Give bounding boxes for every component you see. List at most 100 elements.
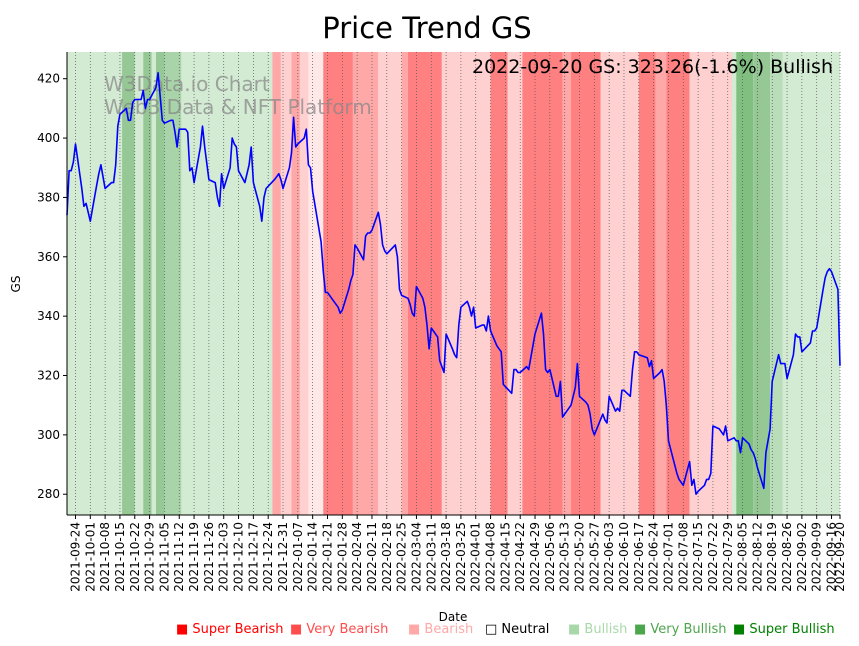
trend-bands bbox=[67, 52, 840, 515]
x-tick-label-46: 2022-08-12 bbox=[750, 522, 764, 592]
legend-item-6: ■ Super Bullish bbox=[733, 622, 835, 637]
trend-band-31 bbox=[753, 52, 771, 515]
legend-item-2: ■ Bearish bbox=[408, 622, 473, 637]
trend-band-15 bbox=[378, 52, 402, 515]
trend-band-7 bbox=[181, 52, 273, 515]
trend-band-8 bbox=[272, 52, 281, 515]
x-tick-label-18: 2022-01-28 bbox=[335, 522, 349, 592]
trend-band-19 bbox=[490, 52, 508, 515]
x-tick-label-14: 2021-12-31 bbox=[276, 522, 290, 592]
x-tick-label-20: 2022-02-11 bbox=[365, 522, 379, 592]
trend-band-17 bbox=[407, 52, 442, 515]
trend-band-29 bbox=[731, 52, 737, 515]
x-tick-label-28: 2022-04-08 bbox=[484, 522, 498, 592]
x-tick-label-42: 2022-07-15 bbox=[691, 522, 705, 592]
x-tick-label-38: 2022-06-17 bbox=[632, 522, 646, 592]
latest-price-annotation: 2022-09-20 GS: 323.26(-1.6%) Bullish bbox=[472, 56, 833, 78]
y-tick-label-0: 280 bbox=[37, 487, 60, 501]
trend-band-20 bbox=[507, 52, 523, 515]
x-tick-label-4: 2021-10-22 bbox=[128, 522, 142, 592]
x-tick-label-49: 2022-09-02 bbox=[795, 522, 809, 592]
trend-band-2 bbox=[134, 52, 144, 515]
trend-band-22 bbox=[562, 52, 572, 515]
chart-title: Price Trend GS bbox=[322, 11, 531, 45]
x-tick-label-3: 2021-10-15 bbox=[113, 522, 127, 592]
x-tick-label-30: 2022-04-22 bbox=[513, 522, 527, 592]
trend-band-14 bbox=[352, 52, 379, 515]
trend-band-10 bbox=[291, 52, 300, 515]
x-tick-label-44: 2022-07-29 bbox=[721, 522, 735, 592]
trend-band-12 bbox=[308, 52, 324, 515]
watermark-line-1: W3Data.io Chart bbox=[104, 72, 270, 96]
x-tick-label-37: 2022-06-10 bbox=[617, 522, 631, 592]
x-tick-label-45: 2022-08-05 bbox=[736, 522, 750, 592]
trend-band-28 bbox=[689, 52, 732, 515]
y-axis-ticks: 280 300 320 340 360 380 400 420 bbox=[37, 72, 67, 501]
legend-item-5: ■ Very Bullish bbox=[634, 622, 726, 637]
x-tick-label-47: 2022-08-19 bbox=[765, 522, 779, 592]
x-tick-label-1: 2021-10-01 bbox=[83, 522, 97, 592]
x-tick-label-21: 2022-02-18 bbox=[380, 522, 394, 592]
trend-band-3 bbox=[143, 52, 152, 515]
trend-band-11 bbox=[299, 52, 309, 515]
x-tick-label-15: 2022-01-07 bbox=[291, 522, 305, 592]
x-tick-label-29: 2022-04-15 bbox=[498, 522, 512, 592]
legend-item-4: ■ Bullish bbox=[568, 622, 627, 637]
x-tick-label-33: 2022-05-13 bbox=[558, 522, 572, 592]
legend-item-1: ■ Very Bearish bbox=[290, 622, 388, 637]
x-tick-label-31: 2022-04-29 bbox=[528, 522, 542, 592]
trend-band-16 bbox=[401, 52, 408, 515]
x-tick-label-22: 2022-02-25 bbox=[395, 522, 409, 592]
trend-band-0 bbox=[67, 52, 123, 515]
trend-band-5 bbox=[155, 52, 165, 515]
trend-band-27 bbox=[666, 52, 690, 515]
trend-band-32 bbox=[770, 52, 783, 515]
x-tick-label-43: 2022-07-22 bbox=[706, 522, 720, 592]
y-tick-label-5: 380 bbox=[37, 190, 60, 204]
trend-band-23 bbox=[571, 52, 601, 515]
trend-band-9 bbox=[280, 52, 292, 515]
x-tick-label-17: 2022-01-21 bbox=[320, 522, 334, 592]
trend-band-24 bbox=[600, 52, 639, 515]
x-tick-label-40: 2022-07-01 bbox=[661, 522, 675, 592]
x-tick-label-39: 2022-06-24 bbox=[647, 522, 661, 592]
x-tick-label-12: 2021-12-17 bbox=[246, 522, 260, 592]
x-tick-label-51: 2022-09-16 bbox=[825, 522, 839, 592]
x-tick-label-34: 2022-05-20 bbox=[573, 522, 587, 592]
y-tick-label-2: 320 bbox=[37, 369, 60, 383]
x-tick-label-10: 2021-12-03 bbox=[217, 522, 231, 592]
x-tick-label-25: 2022-03-18 bbox=[439, 522, 453, 592]
y-tick-label-3: 340 bbox=[37, 309, 60, 323]
trend-band-6 bbox=[164, 52, 182, 515]
x-tick-label-6: 2021-11-05 bbox=[157, 522, 171, 592]
x-tick-label-32: 2022-05-06 bbox=[543, 522, 557, 592]
y-axis-label: GS bbox=[9, 276, 23, 293]
x-tick-label-52: 2022-09-20 bbox=[833, 522, 847, 592]
x-tick-label-24: 2022-03-11 bbox=[424, 522, 438, 592]
x-tick-label-13: 2021-12-24 bbox=[261, 522, 275, 592]
x-axis-ticks: 2021-09-24 2021-10-01 2021-10-08 2021-10-15… bbox=[68, 515, 847, 592]
x-tick-label-11: 2021-12-10 bbox=[232, 522, 246, 592]
x-tick-label-26: 2022-03-25 bbox=[454, 522, 468, 592]
trend-band-4 bbox=[151, 52, 156, 515]
vertical-gridlines bbox=[75, 52, 841, 515]
x-tick-label-2: 2021-10-08 bbox=[98, 522, 112, 592]
trend-band-26 bbox=[655, 52, 667, 515]
trend-band-21 bbox=[522, 52, 563, 515]
x-tick-label-36: 2022-06-03 bbox=[602, 522, 616, 592]
x-tick-label-19: 2022-02-04 bbox=[350, 522, 364, 592]
x-tick-label-48: 2022-08-26 bbox=[780, 522, 794, 592]
y-tick-label-7: 420 bbox=[37, 72, 60, 86]
legend-item-3: □ Neutral bbox=[485, 622, 549, 637]
trend-band-25 bbox=[638, 52, 656, 515]
trend-band-13 bbox=[323, 52, 353, 515]
x-tick-label-41: 2022-07-08 bbox=[676, 522, 690, 592]
trend-band-18 bbox=[441, 52, 491, 515]
x-tick-label-16: 2022-01-14 bbox=[306, 522, 320, 592]
x-tick-label-35: 2022-05-27 bbox=[587, 522, 601, 592]
x-axis-label: Date bbox=[439, 610, 468, 624]
trend-band-30 bbox=[736, 52, 754, 515]
legend-item-0: ■ Super Bearish bbox=[176, 622, 284, 637]
x-tick-label-9: 2021-11-26 bbox=[202, 522, 216, 592]
